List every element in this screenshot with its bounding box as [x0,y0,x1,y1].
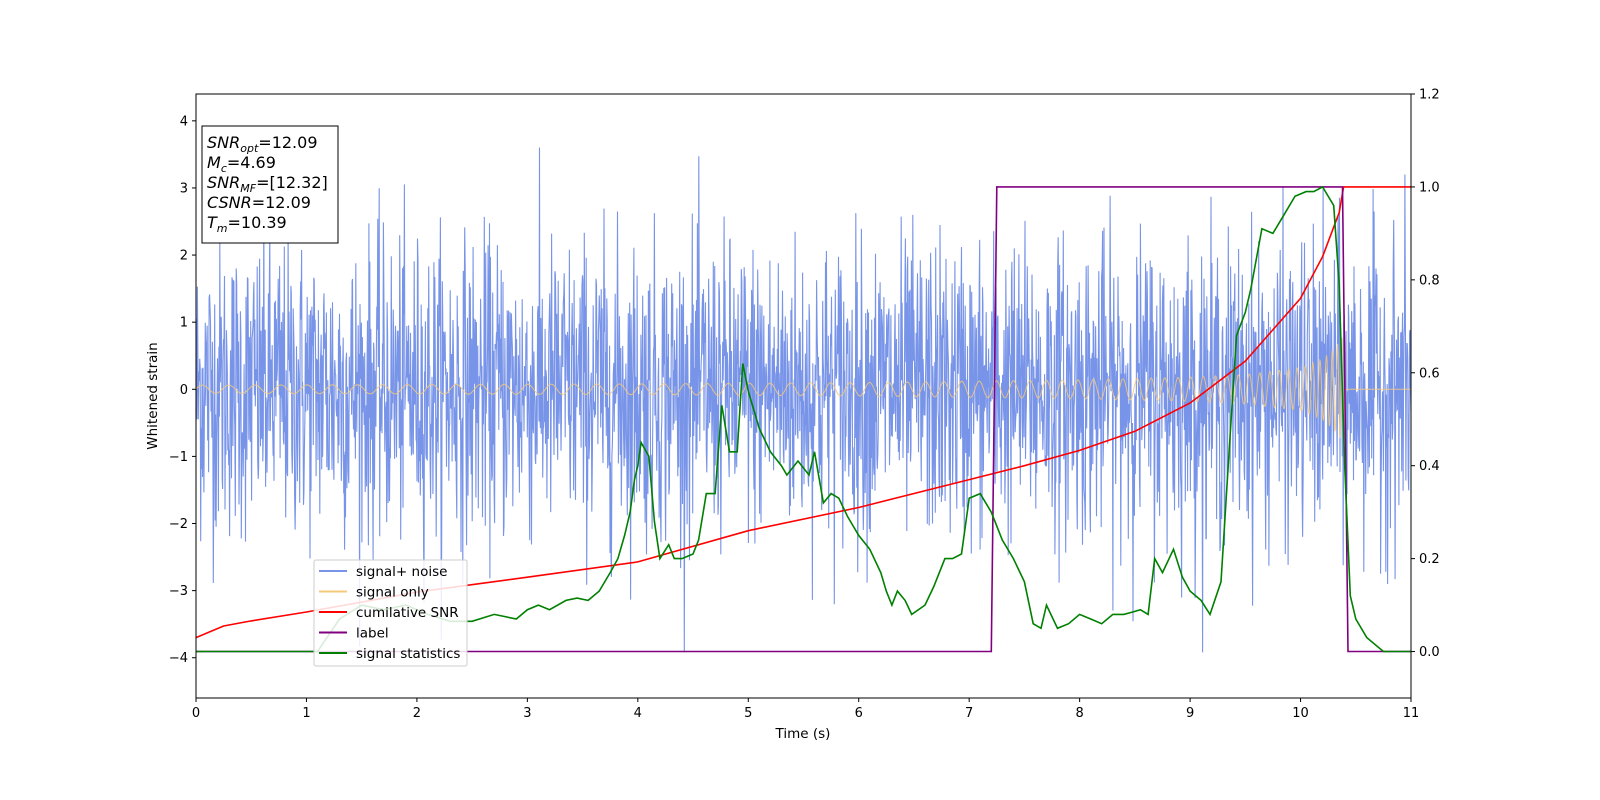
x-tick-label: 11 [1403,706,1420,721]
y2-tick-label: 0.0 [1419,645,1440,660]
y2-tick-label: 0.8 [1419,273,1440,288]
x-tick-label: 8 [1075,706,1083,721]
axis-ticks: 0 1 2 3 4 5 6 7 8 9 10 1143210−1−2−3−41.21.00.80.60… [169,88,1440,722]
metrics-annotation-box: SNRopt=12.09Mc=4.69SNRMF=[12.32]CSNR=12.… [201,125,339,244]
series-label-line [196,186,1411,653]
y-tick-label: −1 [169,450,188,465]
x-axis-label: Time (s) [775,726,831,742]
y2-tick-label: 0.6 [1419,366,1440,381]
legend: signal+ noise signal only cumilative SNR la… [313,559,468,667]
y-tick-label: −3 [169,584,188,599]
x-tick-label: 0 [192,706,200,721]
series-signal-statistics-line [196,185,1411,653]
legend-label: signal+ noise [356,564,447,580]
legend-label: signal statistics [356,646,460,662]
y-tick-label: 1 [180,316,188,331]
legend-label: cumilative SNR [356,605,459,621]
series-signal-noise-line [195,147,1412,653]
x-tick-label: 5 [744,706,752,721]
y-tick-label: 3 [180,181,188,196]
y-tick-label: −2 [169,517,188,532]
annotation-line: SNRopt=12.09 [207,133,318,155]
annotation-line: Tm=10.39 [207,213,287,235]
annotation-frame [201,125,339,244]
axes-frame [195,93,1412,699]
x-tick-label: 1 [302,706,310,721]
x-tick-label: 6 [855,706,863,721]
x-tick-label: 10 [1292,706,1309,721]
x-tick-label: 9 [1186,706,1194,721]
legend-frame [313,559,468,667]
y2-tick-label: 0.2 [1419,552,1440,567]
y2-tick-label: 0.4 [1419,459,1440,474]
legend-label: signal only [356,585,429,601]
annotation-line: CSNR=12.09 [207,193,311,212]
y-tick-label: −4 [169,651,188,666]
x-tick-label: 2 [413,706,421,721]
y-tick-label: 0 [180,383,188,398]
legend-label: label [356,626,389,642]
y2-tick-label: 1.0 [1419,180,1440,195]
series-signal-only-line [195,337,1411,439]
annotation-line: Mc=4.69 [207,153,276,175]
y-tick-label: 4 [180,114,188,129]
y-tick-label: 2 [180,249,188,264]
x-tick-label: 3 [523,706,531,721]
y2-tick-label: 1.2 [1419,88,1440,103]
y-axis-label: Whitened strain [145,342,161,449]
annotation-line: SNRMF=[12.32] [207,173,328,195]
x-tick-label: 4 [634,706,642,721]
x-tick-label: 7 [965,706,973,721]
